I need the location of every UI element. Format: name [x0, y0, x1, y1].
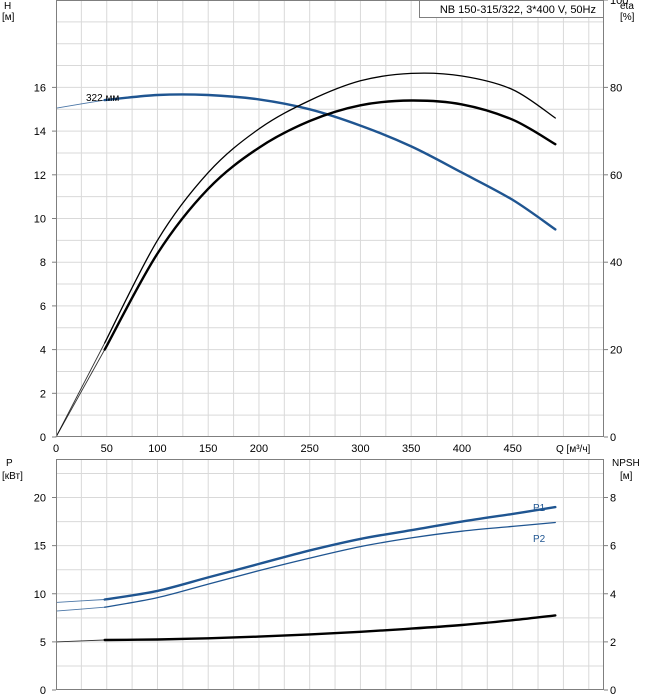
bottom-left-axis-label: P — [6, 458, 13, 469]
top-y-right-tick-label: 40 — [610, 257, 622, 269]
p2-curve-extension — [55, 606, 105, 612]
p1-curve-extension — [55, 599, 105, 603]
top-y-tick-label: 4 — [40, 345, 46, 357]
bottom-y-right-tick-label: 6 — [610, 541, 616, 553]
x-tick-label: 350 — [402, 443, 420, 455]
p1-curve — [103, 505, 557, 601]
top-y-right-tick-label: 80 — [610, 82, 622, 94]
p2-label: P2 — [533, 534, 546, 545]
head-curve — [103, 93, 557, 231]
top-y-tick-label: 0 — [40, 432, 46, 444]
top-y-tick-labels: 0 2 4 6 8 10 12 14 16 — [34, 82, 56, 444]
top-y-tick-label: 14 — [34, 126, 46, 138]
bottom-y-tick-label: 20 — [34, 493, 46, 505]
top-y-tick-label: 6 — [40, 301, 46, 313]
npsh-curve-extension — [55, 639, 105, 643]
top-y-tick-label: 10 — [34, 214, 46, 226]
top-y-tick-label: 2 — [40, 388, 46, 400]
head-curve-extension — [55, 99, 105, 109]
top-y-tick-label: 12 — [34, 170, 46, 182]
top-left-axis-unit: [м] — [2, 12, 15, 23]
x-tick-label: 50 — [101, 443, 113, 455]
top-left-axis-label: H — [4, 1, 11, 12]
bottom-y-right-tick-label: 2 — [610, 637, 616, 649]
x-axis-label: Q [м³/ч] — [556, 444, 591, 455]
top-y-right-tick-label: 20 — [610, 345, 622, 357]
bottom-right-axis-unit: [м] — [620, 471, 633, 482]
top-right-axis-unit: [%] — [620, 12, 635, 23]
top-y-right-tick-label: 100 — [610, 0, 628, 7]
eta_hydraulic-curve-extension — [55, 342, 106, 438]
bottom-y-tick-label: 10 — [34, 589, 46, 601]
bottom-y-tick-label: 15 — [34, 541, 46, 553]
top-plot-border — [56, 0, 604, 437]
x-tick-label: 450 — [503, 443, 521, 455]
top-grid — [56, 0, 604, 437]
bottom-y-tick-label: 0 — [40, 685, 46, 697]
eta_hydraulic-curve — [104, 72, 556, 344]
npsh-curve — [103, 614, 557, 642]
x-tick-label: 300 — [351, 443, 369, 455]
p1-label: P1 — [533, 503, 546, 514]
chart-title-box — [419, 0, 604, 18]
x-tick-label: 0 — [53, 443, 59, 455]
top-y-tick-label: 8 — [40, 257, 46, 269]
bottom-y-tick-labels: 0 5 10 15 20 — [34, 493, 56, 697]
bottom-y-right-tick-label: 0 — [610, 685, 616, 697]
bottom-plot-area — [56, 459, 604, 690]
x-tick-label: 100 — [148, 443, 166, 455]
bottom-y-tick-label: 5 — [40, 637, 46, 649]
x-tick-label: 400 — [453, 443, 471, 455]
top-y-right-tick-label: 60 — [610, 170, 622, 182]
bottom-plot-border — [56, 459, 604, 690]
x-tick-label: 200 — [250, 443, 268, 455]
bottom-curves — [55, 505, 557, 643]
chart-title: NB 150-315/322, 3*400 V, 50Hz — [440, 4, 596, 16]
top-y-right-tick-labels: 0 20 40 60 80 100 — [604, 0, 628, 444]
x-tick-label: 150 — [199, 443, 217, 455]
x-tick-label: 250 — [301, 443, 319, 455]
bottom-left-axis-unit: [кВт] — [2, 471, 23, 482]
bottom-y-right-tick-label: 4 — [610, 589, 616, 601]
top-x-tick-labels: 0 50 100 150 200 250 300 350 400 450 — [53, 443, 522, 455]
bottom-y-right-tick-label: 8 — [610, 493, 616, 505]
top-right-axis-label: eta — [620, 1, 634, 12]
top-curves — [55, 72, 557, 438]
bottom-y-right-tick-labels: 0 2 4 6 8 — [604, 493, 616, 697]
p2-curve — [104, 521, 556, 608]
bottom-right-axis-label: NPSH — [612, 458, 640, 469]
head-curve-label: 322 мм — [86, 93, 119, 104]
top-y-right-tick-label: 0 — [610, 432, 616, 444]
eta_total-curve — [103, 99, 557, 351]
top-y-tick-label: 16 — [34, 82, 46, 94]
